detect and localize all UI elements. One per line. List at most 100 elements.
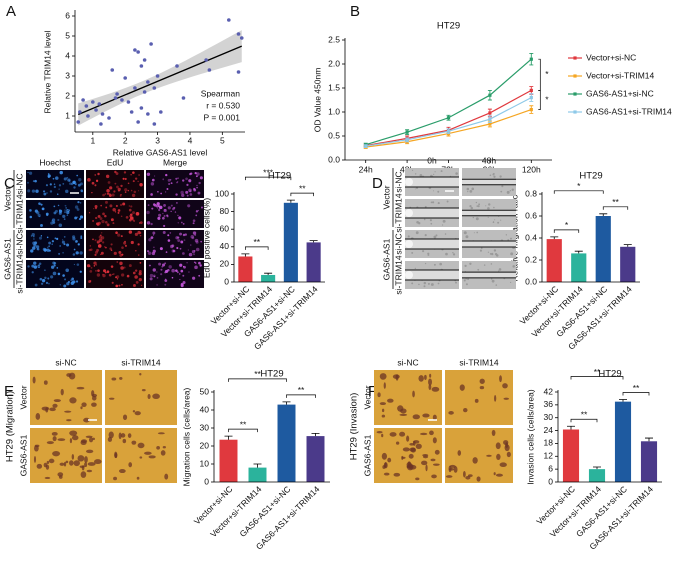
y-tick-label: 20 [220, 259, 230, 269]
stained-cell [147, 394, 151, 400]
texture [487, 207, 490, 210]
point [488, 93, 492, 97]
bar [306, 436, 325, 482]
cell-stain [74, 205, 79, 209]
panel-letter: C [4, 175, 15, 192]
cell-stain [126, 274, 130, 278]
stained-cell [113, 476, 118, 481]
point [204, 58, 208, 62]
x-tick-label: 1 [90, 135, 95, 145]
cell-stain [156, 271, 158, 273]
scratch-gap [405, 207, 459, 219]
texture [433, 235, 437, 239]
stained-cell [87, 462, 96, 466]
cell-stain [57, 204, 60, 207]
cell-stain [111, 193, 115, 197]
y-axis-label: EdU positive cells(%) [201, 198, 211, 278]
texture [491, 279, 495, 283]
group-label: GAS6-AS1 [381, 238, 391, 280]
y-tick-label: 5 [65, 30, 70, 40]
cell-stain [166, 215, 169, 218]
stained-cell [502, 383, 508, 389]
stained-cell [108, 431, 114, 439]
cell-stain [134, 177, 138, 180]
stained-cell [80, 406, 83, 410]
point [78, 110, 82, 114]
row-label: si-NC [393, 171, 403, 192]
cell-stain [164, 283, 167, 286]
texture [429, 219, 432, 222]
texture [434, 171, 436, 173]
texture [493, 249, 497, 252]
stained-cell [463, 407, 468, 413]
cell-stain [157, 216, 161, 220]
texture [476, 205, 479, 207]
point [152, 122, 157, 126]
point [129, 110, 134, 114]
cell-stain [169, 178, 172, 181]
cell-stain [109, 247, 112, 250]
cell-stain [124, 177, 127, 181]
cell-stain [88, 212, 91, 214]
point [488, 111, 492, 115]
cell-stain [165, 251, 168, 254]
cell-stain [179, 278, 181, 281]
stained-cell [122, 414, 128, 421]
point [136, 50, 140, 54]
cell-stain [62, 274, 65, 277]
texture [422, 250, 425, 253]
cell-stain [128, 208, 132, 212]
cell-stain [116, 185, 119, 189]
cell-stain [32, 246, 36, 250]
stained-cell [429, 430, 434, 436]
cell-stain [133, 220, 136, 222]
y-tick-label: 0.5 [328, 130, 340, 140]
reflection [405, 178, 413, 186]
significance-label: * [577, 181, 581, 191]
cell-stain [76, 208, 80, 211]
chart-title: HT29 [437, 21, 460, 32]
stained-cell [34, 444, 40, 448]
cell-stain [79, 251, 83, 255]
cell-stain [49, 183, 52, 186]
cell-stain [164, 191, 167, 193]
texture [489, 174, 492, 177]
stained-cell [389, 432, 397, 437]
stained-cell [387, 457, 392, 463]
texture [415, 231, 419, 235]
column-label: si-TRIM14 [121, 357, 160, 367]
cell-stain [183, 239, 186, 242]
cell-stain [191, 236, 195, 240]
texture [411, 282, 414, 285]
cell-stain [67, 210, 70, 213]
point [76, 120, 81, 124]
point [159, 110, 163, 114]
cell-stain [59, 170, 63, 175]
significance-bracket [245, 176, 292, 181]
cell-stain [152, 231, 156, 235]
cell-stain [72, 280, 76, 284]
texture [501, 185, 504, 188]
cell-stain [152, 234, 155, 236]
cell-stain [43, 248, 47, 252]
stained-cell [381, 408, 385, 413]
cell-stain [193, 261, 196, 264]
cell-stain [134, 275, 138, 279]
cell-stain [38, 202, 41, 205]
stained-cell [148, 455, 156, 459]
cell-stain [73, 263, 75, 266]
texture [490, 278, 493, 280]
cell-stain [116, 275, 120, 279]
cell-stain [181, 193, 185, 197]
significance-label: * [545, 94, 549, 104]
cell-stain [100, 236, 105, 240]
point [84, 104, 89, 108]
cell-stain [180, 269, 184, 273]
cell-stain [165, 173, 168, 177]
texture [418, 283, 420, 286]
texture [464, 264, 467, 268]
cell-stain [132, 171, 135, 174]
cell-stain [77, 183, 81, 187]
texture [494, 219, 496, 221]
stained-cell [59, 462, 65, 466]
